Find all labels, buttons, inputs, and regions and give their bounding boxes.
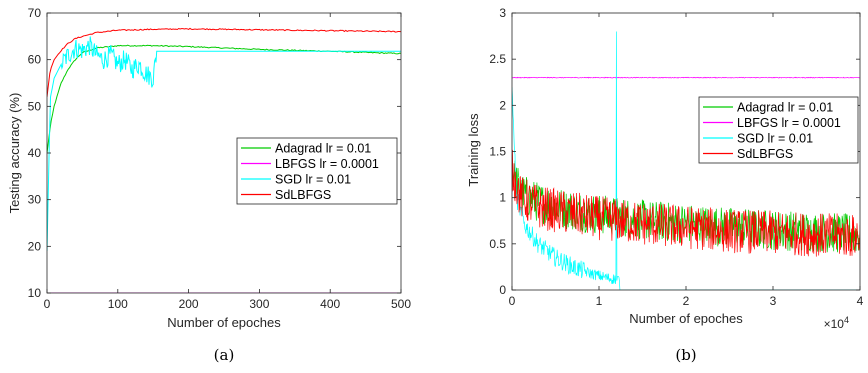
panel-a-ylabel: Testing accuracy (%) bbox=[7, 93, 22, 214]
x-tick-label: 2 bbox=[683, 294, 690, 308]
legend-entry: Adagrad lr = 0.01 bbox=[737, 101, 833, 115]
y-tick-label: 1 bbox=[499, 191, 506, 205]
x-tick-label: 500 bbox=[391, 297, 411, 311]
panel-b-xlabel: Number of epoches bbox=[629, 311, 743, 326]
legend-entry: SdLBFGS bbox=[737, 147, 793, 161]
y-tick-label: 20 bbox=[28, 239, 42, 253]
series-line-4 bbox=[47, 27, 401, 98]
legend-box bbox=[236, 137, 398, 205]
series-line-2 bbox=[512, 76, 860, 79]
panel-b-ylabel: Training loss bbox=[466, 113, 481, 187]
panel-b-ticks: 0 1 2 3 4 0 0.5 1 1.5 2 2.5 3 bbox=[489, 6, 863, 308]
y-tick-label: 70 bbox=[28, 6, 42, 20]
x-tick-label: 4 bbox=[857, 294, 864, 308]
x-tick-label: 100 bbox=[108, 297, 128, 311]
legend-entry: LBFGS lr = 0.0001 bbox=[275, 157, 379, 171]
legend-entry: LBFGS lr = 0.0001 bbox=[737, 116, 841, 130]
panel-a-ticks: 0 100 200 300 400 500 10 20 30 40 50 60 70 bbox=[28, 6, 412, 311]
legend-entry: SGD lr = 0.01 bbox=[275, 173, 351, 187]
series-line-3 bbox=[47, 36, 401, 252]
y-tick-label: 0 bbox=[499, 283, 506, 297]
y-tick-label: 30 bbox=[28, 193, 42, 207]
y-tick-label: 2.5 bbox=[489, 52, 506, 66]
panel-b-caption: (b) bbox=[675, 346, 696, 364]
x-tick-label: 400 bbox=[320, 297, 340, 311]
y-tick-label: 2 bbox=[499, 98, 506, 112]
y-tick-label: 0.5 bbox=[489, 237, 506, 251]
y-tick-label: 40 bbox=[28, 146, 42, 160]
panel-b: 0 1 2 3 4 0 0.5 1 1.5 2 2.5 3 Number of epoches Tra… bbox=[466, 6, 864, 364]
legend-entry: Adagrad lr = 0.01 bbox=[275, 142, 371, 156]
x-tick-label: 200 bbox=[179, 297, 199, 311]
x-tick-label: 0 bbox=[44, 297, 51, 311]
panel-a: 0 100 200 300 400 500 10 20 30 40 50 60 70 Number of… bbox=[7, 6, 411, 364]
y-tick-label: 3 bbox=[499, 6, 506, 20]
x-tick-label: 300 bbox=[249, 297, 269, 311]
y-tick-label: 50 bbox=[28, 99, 42, 113]
legend-entry: SGD lr = 0.01 bbox=[737, 132, 813, 146]
legend-entry: SdLBFGS bbox=[275, 188, 331, 202]
panel-a-caption: (a) bbox=[214, 346, 235, 364]
series-line-3 bbox=[512, 31, 860, 290]
y-tick-label: 10 bbox=[28, 286, 42, 300]
panel-a-plot-area bbox=[47, 27, 401, 293]
legend-box bbox=[698, 96, 859, 164]
y-tick-label: 1.5 bbox=[489, 145, 506, 159]
series-line-4 bbox=[512, 149, 860, 257]
x-tick-label: 0 bbox=[509, 294, 516, 308]
panel-a-xlabel: Number of epoches bbox=[167, 315, 281, 330]
x-tick-label: 1 bbox=[596, 294, 603, 308]
panel-b-plot-area bbox=[512, 31, 860, 290]
x-tick-label: 3 bbox=[770, 294, 777, 308]
y-tick-label: 60 bbox=[28, 53, 42, 67]
panel-b-x-multiplier: ×104 bbox=[824, 315, 849, 331]
